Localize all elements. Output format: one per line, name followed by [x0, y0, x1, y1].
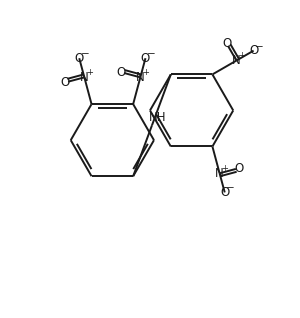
Text: O: O — [249, 44, 258, 57]
Text: N: N — [215, 167, 224, 180]
Text: −: − — [226, 183, 235, 193]
Text: −: − — [147, 49, 156, 59]
Text: O: O — [75, 52, 84, 65]
Text: O: O — [220, 186, 229, 199]
Text: O: O — [234, 162, 243, 175]
Text: O: O — [61, 76, 70, 89]
Text: −: − — [255, 42, 264, 52]
Text: O: O — [117, 66, 126, 79]
Text: NH: NH — [149, 111, 167, 124]
Text: O: O — [141, 52, 150, 65]
Text: +: + — [86, 68, 93, 77]
Text: N: N — [136, 71, 145, 84]
Text: +: + — [238, 51, 245, 60]
Text: O: O — [222, 37, 231, 50]
Text: N: N — [232, 54, 241, 67]
Text: −: − — [81, 49, 90, 59]
Text: +: + — [221, 164, 228, 173]
Text: +: + — [142, 68, 149, 77]
Text: N: N — [80, 71, 89, 84]
